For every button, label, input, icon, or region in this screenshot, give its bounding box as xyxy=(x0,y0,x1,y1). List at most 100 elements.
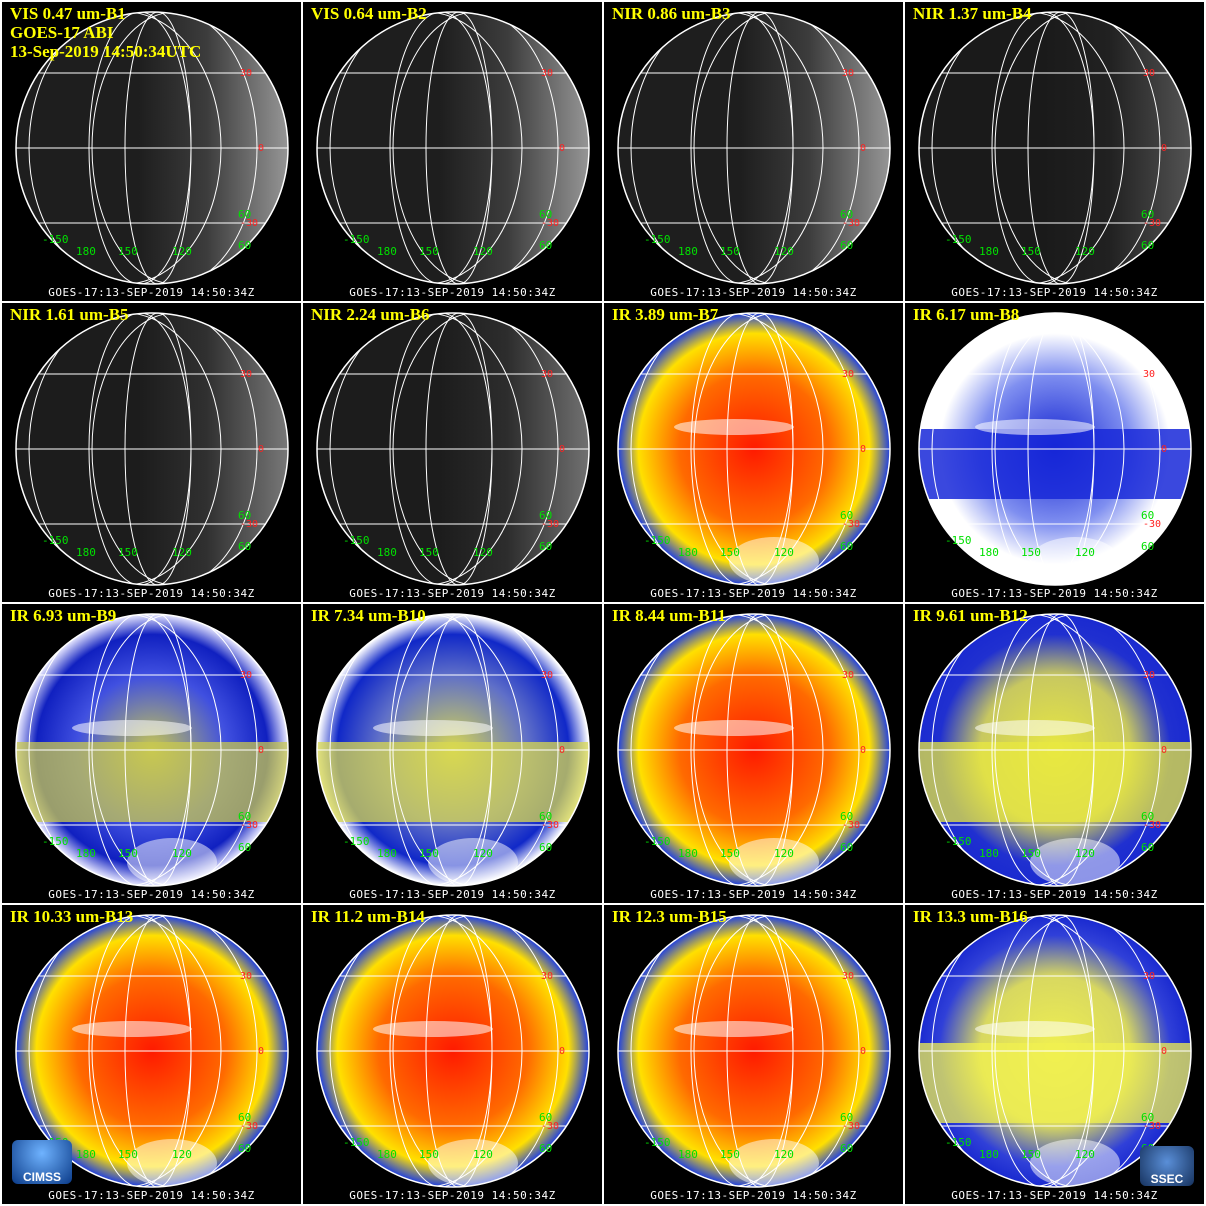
band-title: VIS 0.47 um-B1 xyxy=(10,4,126,23)
latitude-label: -30 xyxy=(842,218,860,229)
graticule xyxy=(317,915,589,1187)
band-title: IR 10.33 um-B13 xyxy=(10,907,134,926)
disk-outline xyxy=(15,613,289,887)
disk-outline xyxy=(316,914,590,1188)
band-panel: 30 0 -30 -150 180 150 120 60 60 IR 11.2 um-B14 GOE… xyxy=(303,905,602,1204)
band-panel: 30 0 -30 -150 180 150 120 60 60 IR 9.61 um-B12 GOE… xyxy=(905,604,1204,903)
longitude-label: 150 xyxy=(1021,546,1041,559)
graticule xyxy=(618,614,890,886)
longitude-label: 180 xyxy=(678,1148,698,1161)
longitude-label: -150 xyxy=(644,835,671,848)
longitude-label: 120 xyxy=(172,847,192,860)
longitude-label: 180 xyxy=(678,546,698,559)
band-title: NIR 2.24 um-B6 xyxy=(311,305,430,324)
band-panel: 30 0 -30 -150 180 150 120 60 60 NIR 1.61 um-B5 GOE… xyxy=(2,303,301,602)
graticule xyxy=(919,313,1191,585)
longitude-label: 150 xyxy=(1021,1148,1041,1161)
longitude-label: -150 xyxy=(644,534,671,547)
longitude-label: 150 xyxy=(720,546,740,559)
longitude-label: 180 xyxy=(377,1148,397,1161)
band-panel: 30 0 -30 -150 180 150 120 60 60 IR 3.89 um-B7 GOES… xyxy=(604,303,903,602)
disk-outline xyxy=(918,11,1192,285)
latitude-label: 30 xyxy=(541,670,553,681)
graticule xyxy=(16,12,288,284)
longitude-label: 60 xyxy=(539,841,552,854)
graticule xyxy=(16,313,288,585)
graticule xyxy=(618,915,890,1187)
longitude-label: -150 xyxy=(42,835,69,848)
latitude-label: 0 xyxy=(258,745,264,756)
latitude-label: -30 xyxy=(541,519,559,530)
disk-outline xyxy=(15,312,289,586)
latitude-label: 30 xyxy=(541,971,553,982)
longitude-label: 120 xyxy=(774,847,794,860)
panel-footer: GOES-17:13-SEP-2019 14:50:34Z xyxy=(951,286,1158,299)
longitude-label: 150 xyxy=(1021,847,1041,860)
longitude-label: 60 xyxy=(238,540,251,553)
latitude-label: 30 xyxy=(541,369,553,380)
longitude-label: -150 xyxy=(945,233,972,246)
latitude-label: -30 xyxy=(1143,1121,1161,1132)
latitude-label: -30 xyxy=(842,1121,860,1132)
band-title: NIR 1.37 um-B4 xyxy=(913,4,1032,23)
longitude-label: 60 xyxy=(840,540,853,553)
longitude-label: 150 xyxy=(118,546,138,559)
latitude-label: 30 xyxy=(541,68,553,79)
band-title: IR 7.34 um-B10 xyxy=(311,606,426,625)
latitude-label: 0 xyxy=(860,1046,866,1057)
longitude-label: 150 xyxy=(720,847,740,860)
longitude-label: 60 xyxy=(238,239,251,252)
panel-footer: GOES-17:13-SEP-2019 14:50:34Z xyxy=(951,888,1158,901)
longitude-label: 150 xyxy=(419,1148,439,1161)
band-panel: 30 0 -30 -150 180 150 120 60 60 IR 8.44 um-B11 GOE… xyxy=(604,604,903,903)
longitude-label: 60 xyxy=(539,810,552,823)
disk-outline xyxy=(617,11,891,285)
latitude-label: 0 xyxy=(1161,143,1167,154)
longitude-label: 150 xyxy=(419,245,439,258)
longitude-label: 180 xyxy=(76,847,96,860)
disk-outline xyxy=(15,914,289,1188)
disk-outline xyxy=(918,914,1192,1188)
longitude-label: 120 xyxy=(473,1148,493,1161)
latitude-label: 0 xyxy=(1161,745,1167,756)
disk-outline xyxy=(316,11,590,285)
longitude-label: 120 xyxy=(1075,546,1095,559)
band-title: IR 9.61 um-B12 xyxy=(913,606,1028,625)
panel-footer: GOES-17:13-SEP-2019 14:50:34Z xyxy=(48,888,255,901)
band-title: IR 6.17 um-B8 xyxy=(913,305,1020,324)
longitude-label: 60 xyxy=(539,1111,552,1124)
longitude-label: 60 xyxy=(1141,208,1154,221)
longitude-label: -150 xyxy=(945,835,972,848)
panel-footer: GOES-17:13-SEP-2019 14:50:34Z xyxy=(349,286,556,299)
panel-footer: GOES-17:13-SEP-2019 14:50:34Z xyxy=(48,286,255,299)
panel-footer: GOES-17:13-SEP-2019 14:50:34Z xyxy=(349,1189,556,1202)
latitude-label: 0 xyxy=(559,1046,565,1057)
longitude-label: -150 xyxy=(343,835,370,848)
longitude-label: 120 xyxy=(774,245,794,258)
longitude-label: 180 xyxy=(377,245,397,258)
band-panel: 30 0 -30 -150 180 150 120 60 60 IR 12.3 um-B15 GOE… xyxy=(604,905,903,1204)
longitude-label: 60 xyxy=(539,1142,552,1155)
graticule xyxy=(618,12,890,284)
longitude-label: 120 xyxy=(473,245,493,258)
latitude-label: -30 xyxy=(240,820,258,831)
latitude-label: 30 xyxy=(842,971,854,982)
longitude-label: 150 xyxy=(720,1148,740,1161)
longitude-label: 60 xyxy=(840,1142,853,1155)
longitude-label: 60 xyxy=(1141,1111,1154,1124)
latitude-label: 0 xyxy=(258,444,264,455)
band-title: IR 13.3 um-B16 xyxy=(913,907,1028,926)
latitude-label: 30 xyxy=(1143,68,1155,79)
band-title: IR 8.44 um-B11 xyxy=(612,606,726,625)
longitude-label: 180 xyxy=(678,245,698,258)
panel-footer: GOES-17:13-SEP-2019 14:50:34Z xyxy=(349,587,556,600)
longitude-label: 60 xyxy=(238,208,251,221)
longitude-label: 150 xyxy=(419,546,439,559)
